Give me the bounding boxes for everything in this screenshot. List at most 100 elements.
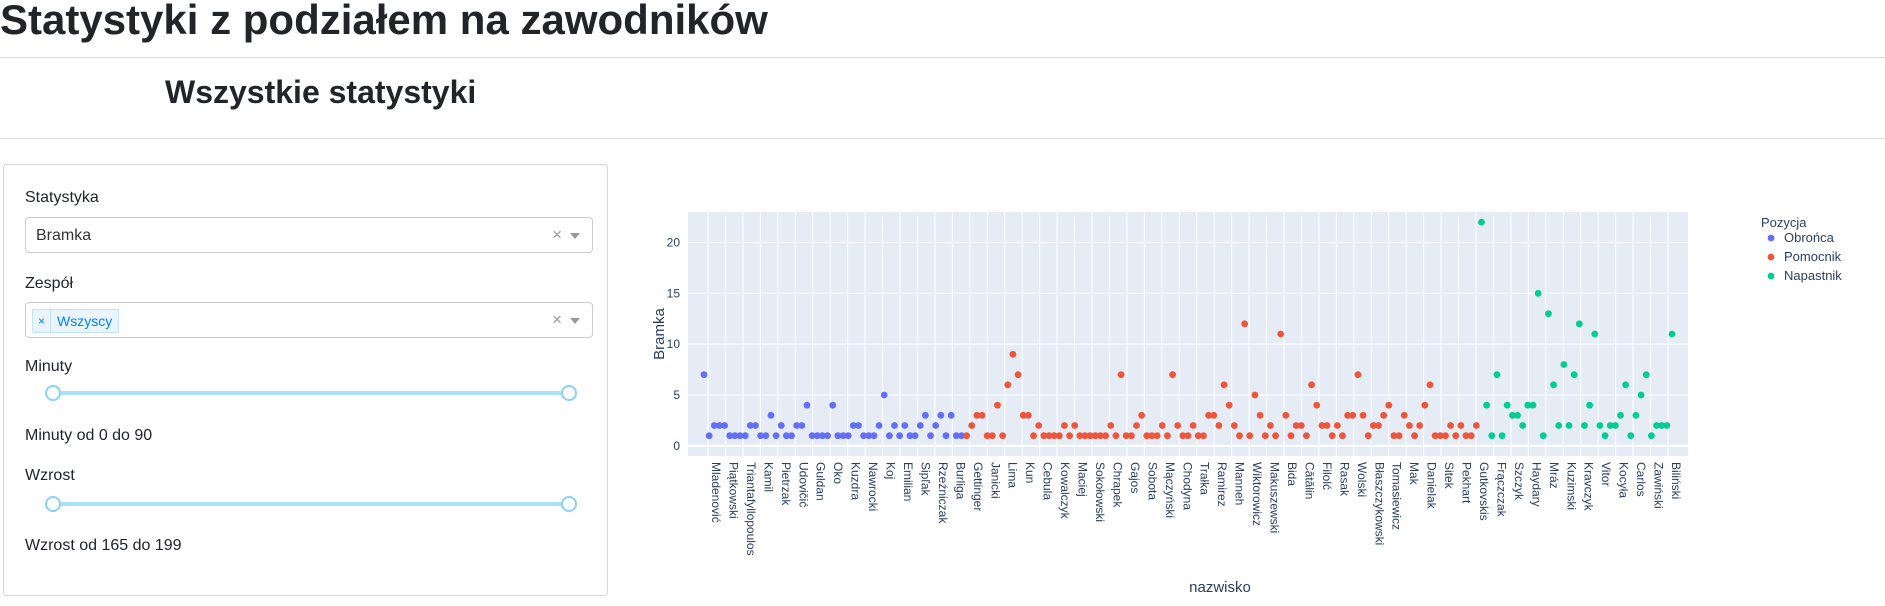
data-point[interactable] <box>865 432 873 440</box>
data-point[interactable] <box>793 422 801 429</box>
data-point[interactable] <box>1102 432 1110 440</box>
data-point[interactable] <box>880 391 888 399</box>
data-point[interactable] <box>726 432 734 440</box>
data-point[interactable] <box>777 422 785 429</box>
data-point[interactable] <box>1483 401 1491 409</box>
data-point[interactable] <box>1411 432 1418 440</box>
data-point[interactable] <box>1127 432 1135 440</box>
data-point[interactable] <box>1545 310 1552 318</box>
data-point[interactable] <box>1426 381 1434 389</box>
data-point[interactable] <box>1287 432 1295 440</box>
data-point[interactable] <box>1086 432 1094 440</box>
data-point[interactable] <box>994 401 1001 409</box>
data-point[interactable] <box>1555 422 1563 429</box>
data-point[interactable] <box>1375 422 1382 429</box>
data-point[interactable] <box>1061 422 1068 429</box>
stat-clear-icon[interactable]: × <box>552 225 562 244</box>
legend-item-label[interactable]: Napastnik <box>1784 268 1842 283</box>
data-point[interactable] <box>1642 371 1650 379</box>
data-point[interactable] <box>1359 411 1367 419</box>
data-point[interactable] <box>1431 432 1439 440</box>
data-point[interactable] <box>808 432 816 440</box>
data-point[interactable] <box>1354 371 1362 379</box>
data-point[interactable] <box>1112 432 1120 440</box>
data-point[interactable] <box>1035 422 1043 429</box>
data-point[interactable] <box>1236 432 1243 440</box>
data-point[interactable] <box>1230 422 1238 429</box>
data-point[interactable] <box>1385 401 1393 409</box>
data-point[interactable] <box>1292 422 1300 429</box>
data-point[interactable] <box>1241 320 1249 328</box>
data-point[interactable] <box>1076 432 1084 440</box>
data-point[interactable] <box>1272 432 1279 440</box>
data-point[interactable] <box>916 422 924 429</box>
height-slider-max-handle[interactable] <box>561 496 577 512</box>
data-point[interactable] <box>1390 432 1398 440</box>
data-point[interactable] <box>1313 401 1321 409</box>
data-point[interactable] <box>860 432 868 440</box>
data-point[interactable] <box>849 422 857 429</box>
data-point[interactable] <box>1364 432 1372 440</box>
data-point[interactable] <box>963 432 970 440</box>
data-point[interactable] <box>1416 422 1424 429</box>
data-point[interactable] <box>752 422 759 429</box>
data-point[interactable] <box>1534 289 1542 297</box>
data-point[interactable] <box>1091 432 1099 440</box>
data-point[interactable] <box>1400 411 1408 419</box>
data-point[interactable] <box>1117 371 1125 379</box>
data-point[interactable] <box>947 411 955 419</box>
data-point[interactable] <box>1653 422 1660 429</box>
data-point[interactable] <box>1442 432 1449 440</box>
data-point[interactable] <box>731 432 739 440</box>
data-point[interactable] <box>1519 422 1527 429</box>
data-point[interactable] <box>1297 422 1305 429</box>
data-point[interactable] <box>1266 422 1274 429</box>
data-point[interactable] <box>1066 432 1073 440</box>
data-point[interactable] <box>1349 411 1357 419</box>
data-point[interactable] <box>829 401 837 409</box>
data-point[interactable] <box>911 432 919 440</box>
data-point[interactable] <box>1169 371 1176 379</box>
data-point[interactable] <box>1550 381 1557 389</box>
chart-legend[interactable]: Obrońca Pomocnik Napastnik <box>1767 230 1843 283</box>
data-point[interactable] <box>1133 422 1140 429</box>
data-point[interactable] <box>1462 432 1470 440</box>
data-point[interactable] <box>1138 411 1146 419</box>
data-point[interactable] <box>803 401 811 409</box>
data-point[interactable] <box>1617 411 1624 419</box>
data-point[interactable] <box>1328 432 1336 440</box>
data-point[interactable] <box>1220 381 1228 389</box>
data-point[interactable] <box>1174 422 1182 429</box>
data-point[interactable] <box>1596 422 1604 429</box>
height-slider[interactable] <box>45 496 577 512</box>
data-point[interactable] <box>1277 330 1285 338</box>
data-point[interactable] <box>1380 411 1388 419</box>
data-point[interactable] <box>1663 422 1671 429</box>
height-slider-min-handle[interactable] <box>45 496 61 512</box>
data-point[interactable] <box>1421 401 1429 409</box>
minutes-slider-min-handle[interactable] <box>45 385 61 401</box>
data-point[interactable] <box>1153 432 1161 440</box>
data-point[interactable] <box>736 432 744 440</box>
data-point[interactable] <box>988 432 996 440</box>
team-dropdown[interactable]: × Wszyscy × <box>25 302 593 338</box>
data-point[interactable] <box>1529 401 1537 409</box>
scatter-chart[interactable]: 0 5 10 15 20 Mladenović Piątkowski Triantafyllo… <box>640 200 1880 600</box>
data-point[interactable] <box>798 422 806 429</box>
data-point[interactable] <box>952 432 960 440</box>
data-point[interactable] <box>716 422 723 429</box>
data-point[interactable] <box>1369 422 1377 429</box>
data-point[interactable] <box>875 422 883 429</box>
data-point[interactable] <box>1601 432 1609 440</box>
team-clear-icon[interactable]: × <box>552 310 562 329</box>
data-point[interactable] <box>1122 432 1130 440</box>
data-point[interactable] <box>1055 432 1063 440</box>
data-point[interactable] <box>891 422 898 429</box>
data-point[interactable] <box>1565 422 1573 429</box>
legend-item-label[interactable]: Pomocnik <box>1784 249 1842 264</box>
data-point[interactable] <box>782 432 790 440</box>
data-point[interactable] <box>1333 422 1341 429</box>
data-point[interactable] <box>1179 432 1187 440</box>
data-point[interactable] <box>1539 432 1547 440</box>
data-point[interactable] <box>1158 422 1166 429</box>
